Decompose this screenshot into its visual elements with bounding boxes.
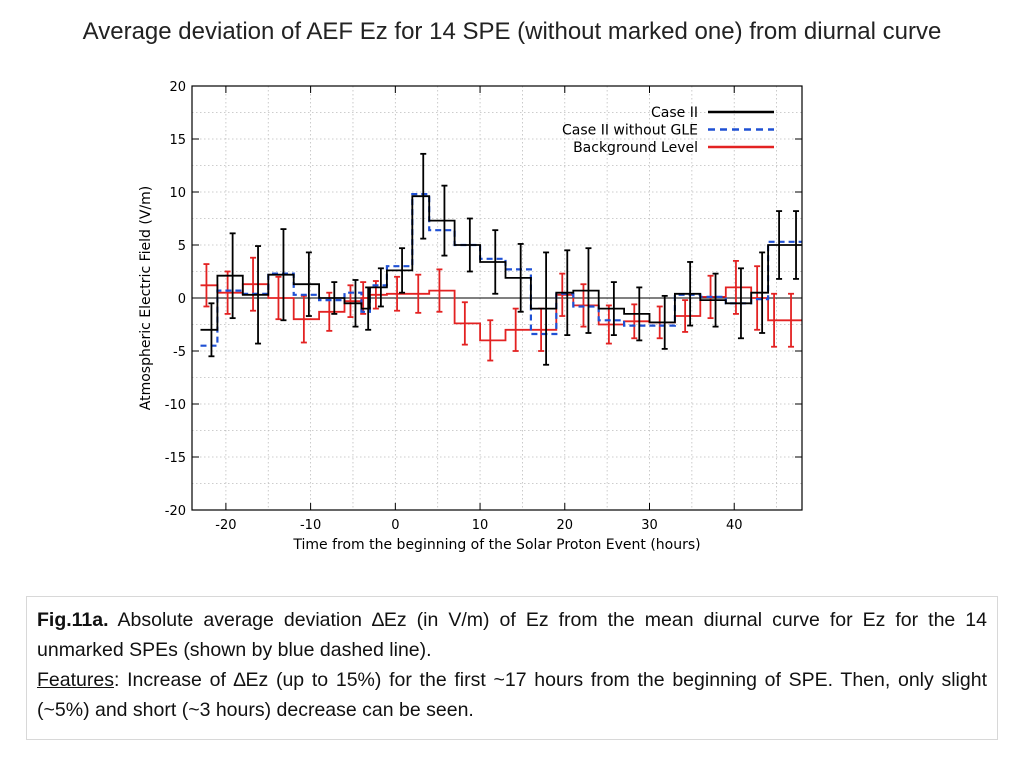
x-tick-label: -20	[215, 518, 236, 533]
x-tick-label: 30	[641, 518, 658, 533]
x-axis-label: Time from the beginning of the Solar Pro…	[292, 537, 700, 553]
x-tick-label: 0	[391, 518, 399, 533]
figure-caption: Fig.11a. Absolute average deviation ∆Ez …	[26, 596, 998, 740]
x-tick-label: 40	[726, 518, 743, 533]
caption-line-2: : Increase of ∆Ez (up to 15%) for the fi…	[37, 669, 987, 721]
chart: -20 -10 0 10 20 30 40 20 15 10 5 0 -5 -10 -15 -20 Time …	[138, 80, 803, 553]
legend-label: Case II	[651, 105, 698, 121]
y-tick-label: 0	[178, 292, 186, 307]
legend-label: Background Level	[573, 140, 698, 156]
y-tick-label: -10	[165, 398, 186, 413]
x-tick-label: 20	[557, 518, 574, 533]
y-axis-label: Atmospheric Electric Field (V/m)	[138, 186, 154, 410]
y-tick-label: -15	[165, 451, 186, 466]
axis-ticks: -20 -10 0 10 20 30 40 20 15 10 5 0 -5 -10 -15 -20	[165, 80, 802, 533]
caption-fig-label: Fig.11a.	[37, 609, 109, 631]
caption-features-label: Features	[37, 669, 114, 691]
y-tick-label: 10	[169, 186, 186, 201]
y-tick-label: -5	[173, 345, 186, 360]
series-group	[192, 152, 802, 366]
caption-line-1: Absolute average deviation ∆Ez (in V/m) …	[37, 609, 987, 661]
series-line-2	[200, 283, 802, 342]
y-tick-label: 20	[169, 80, 186, 95]
x-tick-label: 10	[472, 518, 489, 533]
grid	[192, 86, 802, 510]
y-tick-label: 5	[178, 239, 186, 254]
series-line-1	[200, 193, 802, 347]
legend-label: Case II without GLE	[562, 123, 698, 139]
series-line-0	[200, 195, 802, 331]
slide-title: Average deviation of AEF Ez for 14 SPE (…	[82, 18, 942, 45]
y-tick-label: -20	[165, 504, 186, 519]
x-tick-label: -10	[300, 518, 321, 533]
y-tick-label: 15	[169, 133, 186, 148]
